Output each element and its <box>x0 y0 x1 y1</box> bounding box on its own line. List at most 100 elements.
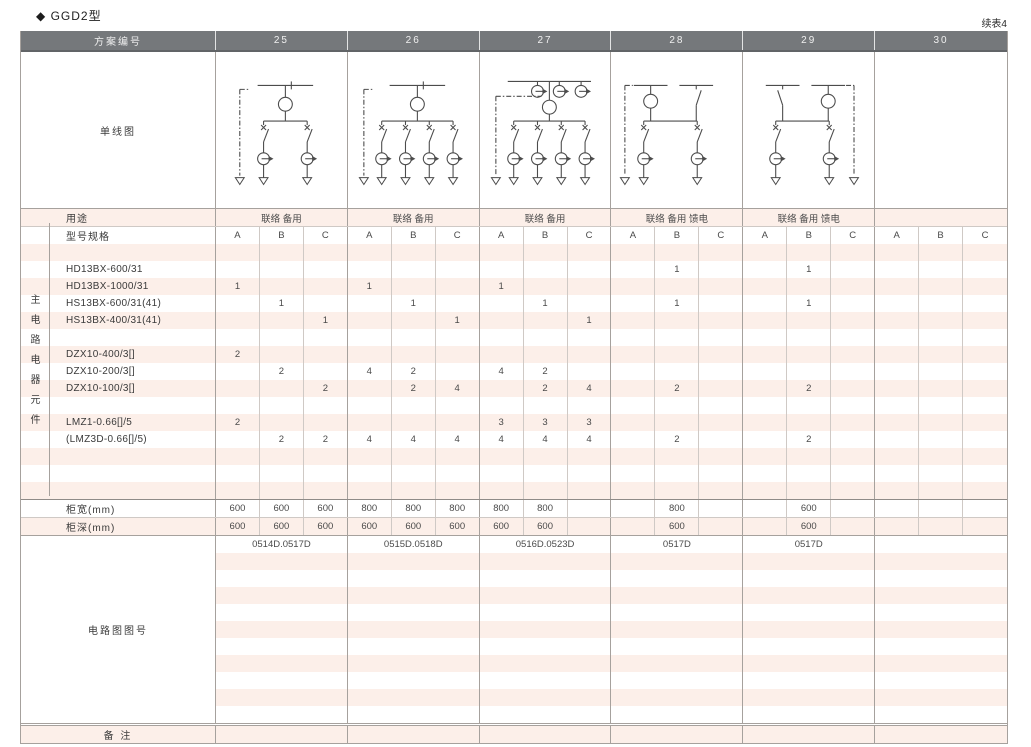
value-cell <box>260 261 304 278</box>
value-cell <box>919 261 964 278</box>
value-cell: 1 <box>392 295 436 312</box>
value-cell: 2 <box>523 380 568 397</box>
cabinet-width-row: 柜宽(mm) 600 600 600 800 800 800 800 800 800 600 <box>21 499 1007 518</box>
side-label-char: 件 <box>30 415 41 426</box>
value-cell <box>655 397 700 414</box>
drawing-blank-cell <box>743 604 876 621</box>
value-cell <box>347 448 392 465</box>
drawing-number-section: 电路图图号 0514D.0517D 0515D.0518D 0516D.0523D 0… <box>21 536 1007 723</box>
value-cell <box>743 363 788 380</box>
value-cell <box>919 295 964 312</box>
component-row-label: LMZ1-0.66[]/5 <box>21 414 216 431</box>
cabinet-width-cell <box>743 500 788 517</box>
value-cell <box>919 312 964 329</box>
value-cell: 2 <box>392 363 436 380</box>
drawing-blank-cell <box>347 553 480 570</box>
cabinet-width-label: 柜宽(mm) <box>21 500 216 517</box>
value-cell: 2 <box>303 380 348 397</box>
value-cell <box>435 278 480 295</box>
value-cell <box>787 414 832 431</box>
subcol-header-cell: B <box>260 227 304 244</box>
value-cell: 1 <box>347 278 392 295</box>
subcol-header-cell: C <box>831 227 876 244</box>
drawing-blank-cell <box>216 672 348 689</box>
value-cell <box>216 363 260 380</box>
subcol-header-cell: A <box>743 227 788 244</box>
drawing-blank-cell <box>480 706 612 723</box>
subcol-header-cell: A <box>348 227 392 244</box>
usage-cell: 联络 备用 <box>347 209 480 226</box>
value-cell <box>963 482 1007 499</box>
value-cell <box>831 448 876 465</box>
cabinet-depth-cell <box>919 518 964 535</box>
value-cell <box>303 244 348 261</box>
drawing-blank-cell <box>216 621 348 638</box>
cabinet-width-cell <box>963 500 1007 517</box>
value-cell <box>699 261 744 278</box>
drawing-blank-cell <box>743 638 876 655</box>
component-row-label: HS13BX-400/31(41) <box>21 312 216 329</box>
drawing-blank-cell <box>480 570 612 587</box>
cabinet-depth-cell: 600 <box>391 518 436 535</box>
drawing-blank-cell <box>347 621 480 638</box>
usage-cell: 联络 备用 <box>479 209 612 226</box>
value-cell <box>435 346 480 363</box>
value-cell <box>787 244 832 261</box>
side-label-char: 元 <box>30 395 41 406</box>
value-cell <box>303 346 348 363</box>
component-row-label <box>21 329 216 346</box>
side-vertical-label: 主电路电器元件 <box>22 291 49 431</box>
value-cell <box>216 448 260 465</box>
cabinet-depth-cell <box>611 518 656 535</box>
subcol-header-cell: C <box>304 227 348 244</box>
subcol-header-cell: C <box>568 227 612 244</box>
drawing-blank-cell <box>611 672 744 689</box>
value-cell <box>963 346 1007 363</box>
value-cell <box>655 244 700 261</box>
cabinet-depth-cell: 600 <box>347 518 392 535</box>
drawing-blank-cell <box>216 570 348 587</box>
value-cell: 1 <box>435 312 480 329</box>
value-cell <box>348 397 392 414</box>
drawing-blank-cell <box>743 672 876 689</box>
subcol-header-cell: B <box>787 227 832 244</box>
value-cell <box>875 312 920 329</box>
subcol-header-cell: C <box>981 230 989 241</box>
drawing-blank-cell <box>611 706 744 723</box>
value-cell: 3 <box>523 414 568 431</box>
value-cell <box>348 329 392 346</box>
value-cell: 1 <box>260 295 304 312</box>
value-cell <box>391 244 436 261</box>
value-cell <box>743 312 788 329</box>
drawing-blank-cell <box>479 587 612 604</box>
single-line-diagram-row: 单线图 <box>21 52 1007 208</box>
component-rows: HD13BX-600/31 1 1 HD13BX-1000/31 1 1 1 HS13BX-6… <box>21 244 1007 499</box>
value-cell <box>524 261 568 278</box>
value-cell <box>787 397 832 414</box>
cabinet-depth-cell: 600 <box>435 518 480 535</box>
value-cell <box>480 329 524 346</box>
value-cell <box>303 482 348 499</box>
value-cell <box>259 346 304 363</box>
value-cell <box>875 244 920 261</box>
single-line-diagram <box>743 52 876 208</box>
usage-cell <box>875 209 1007 226</box>
value-cell <box>611 261 656 278</box>
value-cell <box>919 397 964 414</box>
value-cell <box>743 465 788 482</box>
value-cell <box>963 380 1007 397</box>
value-cell <box>831 363 876 380</box>
value-cell <box>655 329 700 346</box>
cabinet-depth-cell: 600 <box>479 518 524 535</box>
value-cell <box>699 465 744 482</box>
scheme-header-cell: 27 <box>479 31 612 50</box>
value-cell <box>699 295 744 312</box>
cabinet-depth-cell: 600 <box>787 518 832 535</box>
value-cell <box>655 414 700 431</box>
subcol-header-cell: A <box>480 227 524 244</box>
value-cell <box>216 244 260 261</box>
value-cell <box>919 414 964 431</box>
single-line-diagram <box>611 52 744 208</box>
subcol-header-cell: B <box>392 227 436 244</box>
